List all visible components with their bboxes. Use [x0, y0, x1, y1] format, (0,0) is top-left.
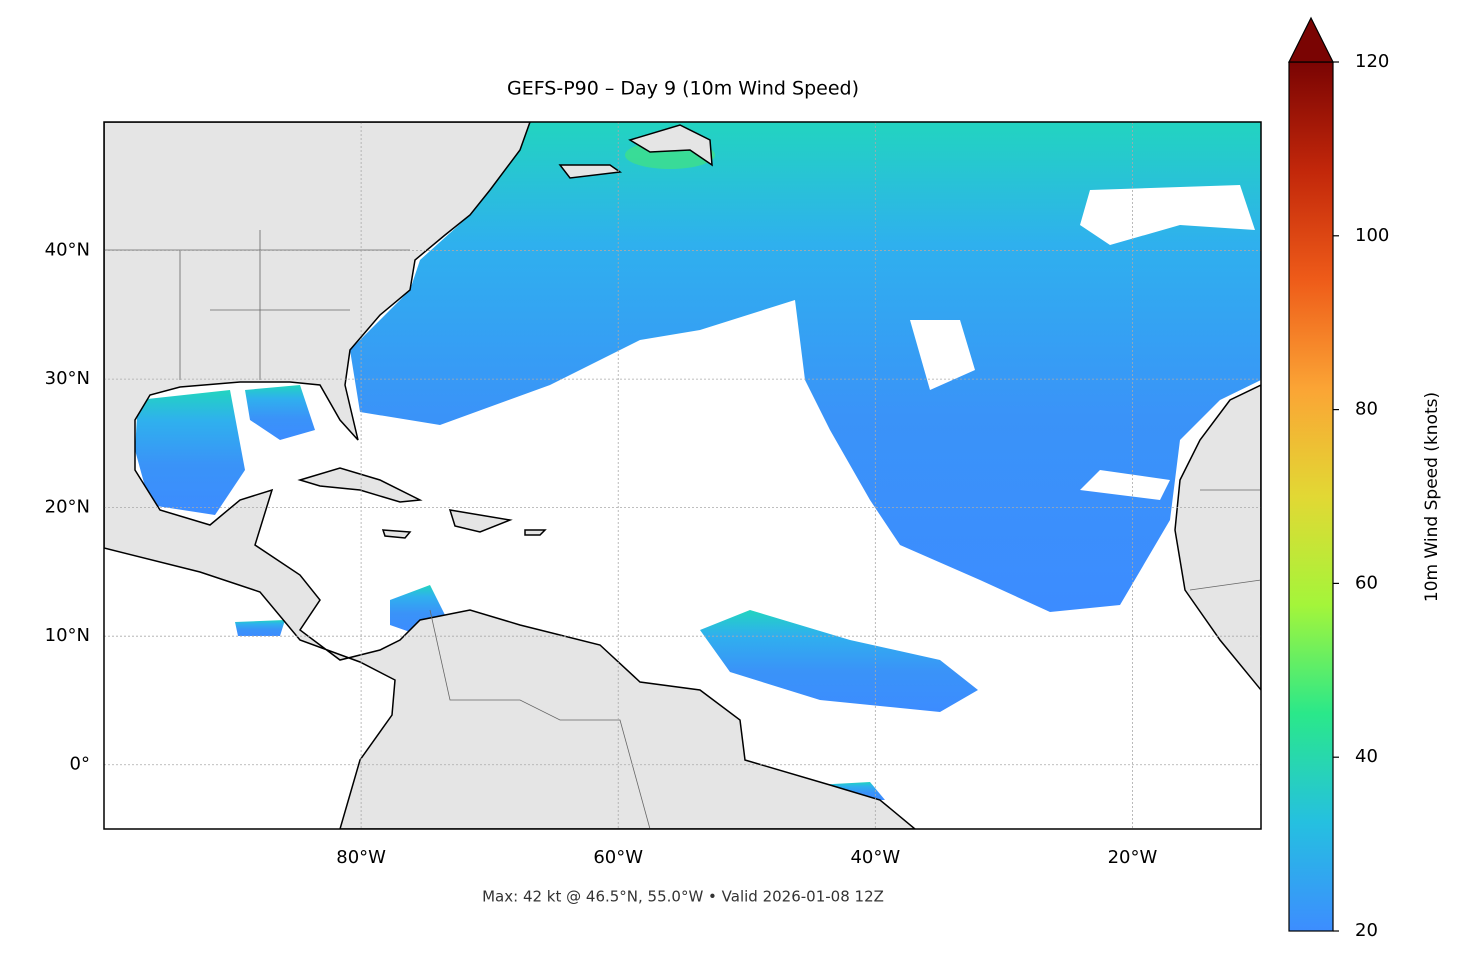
- calm-areas: [910, 185, 1255, 500]
- y-tick-label: 20°N: [45, 497, 90, 518]
- x-tick-label: 20°W: [1108, 847, 1158, 868]
- borders: [104, 230, 1261, 829]
- land: [104, 122, 1261, 829]
- colorbar: [1288, 61, 1334, 932]
- y-tick-label: 40°N: [45, 240, 90, 261]
- x-tick-label: 40°W: [850, 847, 900, 868]
- colorbar-tick-label: 100: [1355, 225, 1389, 246]
- y-tick-label: 10°N: [45, 625, 90, 646]
- map-title: GEFS-P90 – Day 9 (10m Wind Speed): [507, 78, 859, 100]
- colorbar-tick-label: 20: [1355, 920, 1378, 941]
- x-tick-label: 60°W: [593, 847, 643, 868]
- colorbar-tick-label: 120: [1355, 51, 1389, 72]
- y-tick-label: 30°N: [45, 368, 90, 389]
- colorbar-extend: [1288, 16, 1334, 63]
- map-footer: Max: 42 kt @ 46.5°N, 55.0°W • Valid 2026…: [482, 888, 884, 906]
- gridlines: [104, 122, 1261, 829]
- y-tick-label: 0°: [70, 754, 90, 775]
- x-tick-label: 80°W: [336, 847, 386, 868]
- colorbar-tick-label: 80: [1355, 399, 1378, 420]
- colorbar-tick-label: 60: [1355, 572, 1378, 593]
- map: [104, 122, 1261, 829]
- colorbar-tick-label: 40: [1355, 746, 1378, 767]
- wind-field: [110, 122, 1261, 800]
- map-frame: [103, 121, 1262, 830]
- colorbar-label: 10m Wind Speed (knots): [1422, 392, 1442, 602]
